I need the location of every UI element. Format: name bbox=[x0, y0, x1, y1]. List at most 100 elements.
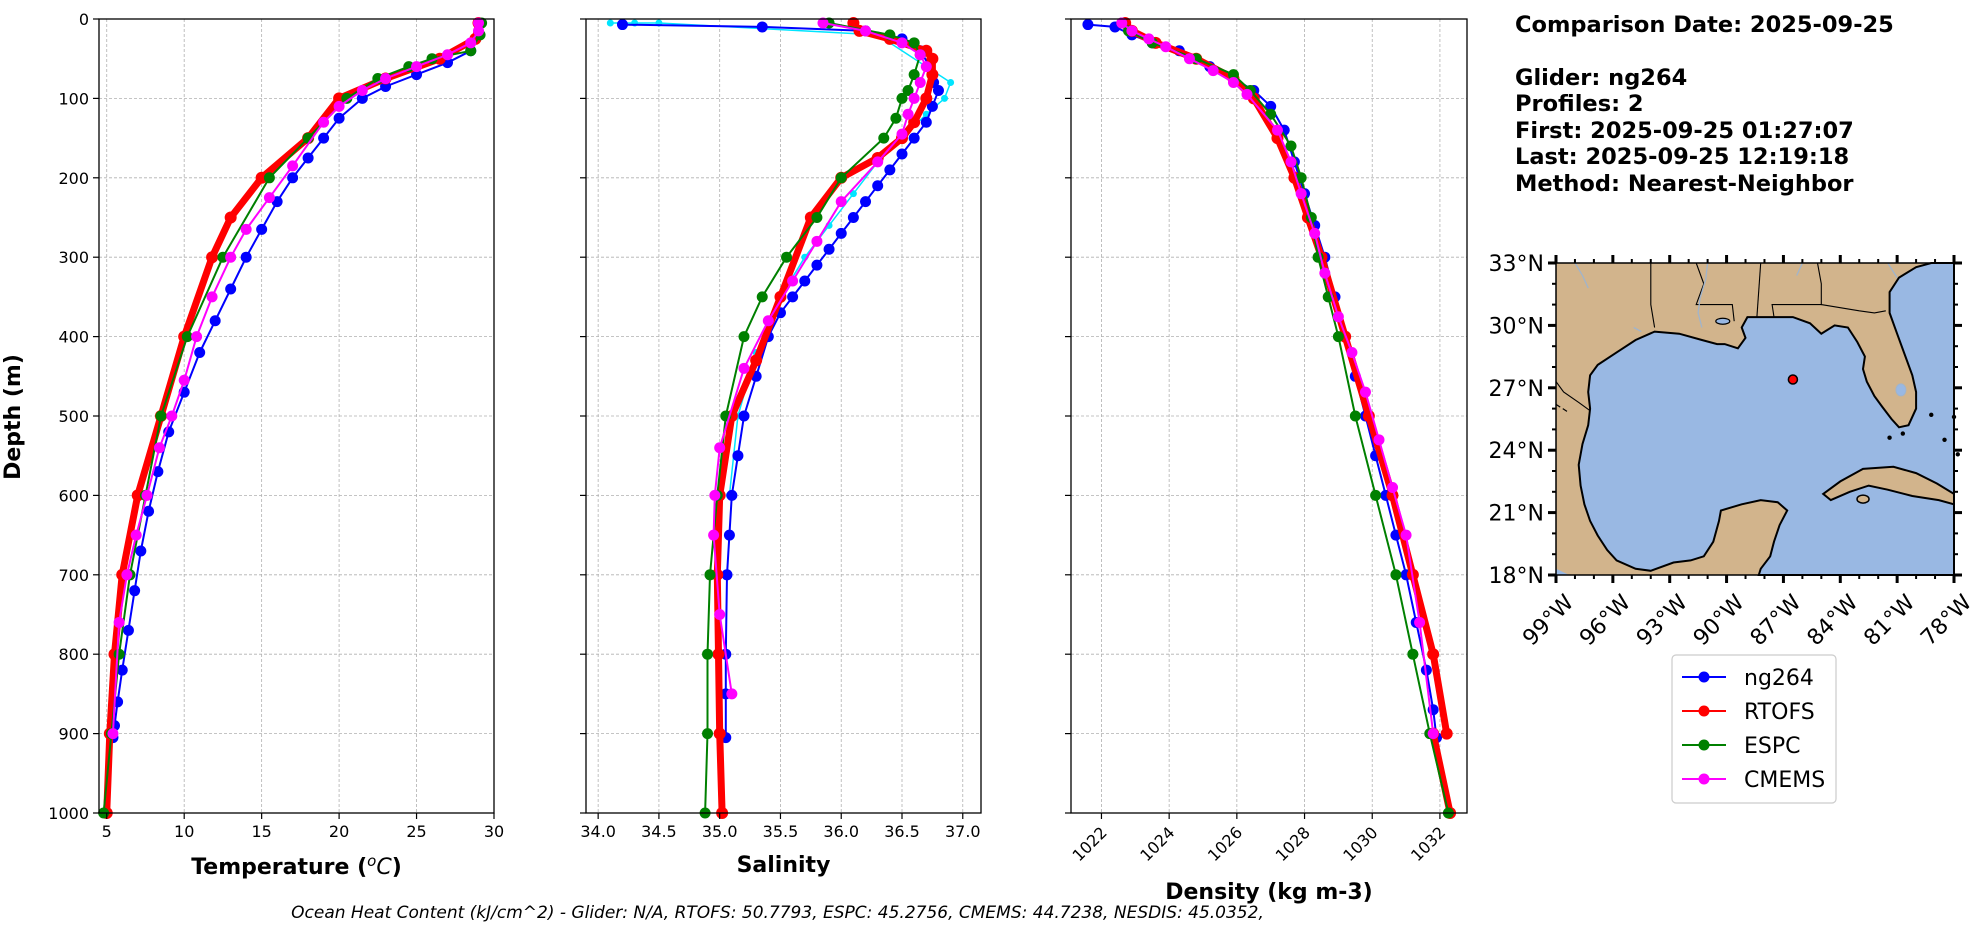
legend-marker-rtofs bbox=[1698, 705, 1710, 717]
data-point-espc bbox=[1285, 140, 1297, 152]
data-point-ng264 bbox=[616, 19, 628, 31]
data-point-ng264 bbox=[811, 259, 823, 271]
data-point-cmems bbox=[914, 49, 926, 61]
data-point-ng264-raw bbox=[606, 19, 614, 27]
island-speck bbox=[1955, 452, 1960, 457]
legend-marker-espc bbox=[1698, 739, 1710, 751]
data-point-cmems bbox=[860, 25, 872, 37]
pacific-water bbox=[1556, 568, 1570, 575]
data-point-cmems bbox=[411, 61, 423, 73]
data-point-cmems bbox=[708, 529, 720, 541]
x-tick-label: 1024 bbox=[1136, 823, 1178, 865]
y-tick-label: 500 bbox=[58, 407, 89, 426]
state-border bbox=[1756, 262, 1762, 318]
data-point-cmems bbox=[333, 100, 345, 112]
data-point-cmems bbox=[1427, 728, 1439, 740]
data-point-ng264 bbox=[256, 223, 268, 235]
data-point-rtofs bbox=[926, 68, 939, 81]
data-point-espc bbox=[1390, 569, 1402, 581]
island-speck bbox=[1942, 437, 1947, 442]
density-profile-plot: 1022 1024 1026 1028 1030 1032 Density (kg m-3) bbox=[1065, 16, 1468, 905]
data-point-rtofs bbox=[206, 251, 219, 264]
data-point-espc bbox=[341, 92, 353, 104]
data-point-ng264 bbox=[896, 148, 908, 160]
data-point-espc bbox=[1332, 331, 1344, 343]
data-point-espc bbox=[113, 648, 125, 660]
lake-okeechobee bbox=[1895, 383, 1907, 397]
comparison-method: Method: Nearest-Neighbor bbox=[1515, 170, 1854, 197]
data-point-cmems bbox=[709, 489, 721, 501]
data-point-rtofs bbox=[1427, 648, 1440, 661]
series-line-ng264 bbox=[111, 22, 480, 739]
data-point-espc bbox=[878, 132, 890, 144]
data-point-cmems bbox=[1207, 65, 1219, 77]
map-lon-label: 84°W bbox=[1803, 590, 1864, 651]
data-point-cmems bbox=[206, 291, 218, 303]
data-point-ng264 bbox=[194, 346, 206, 358]
data-point-espc bbox=[181, 331, 193, 343]
data-point-ng264 bbox=[799, 275, 811, 287]
data-point-cmems bbox=[1143, 33, 1155, 45]
map-lat-label: 33°N bbox=[1489, 252, 1544, 277]
data-point-cmems bbox=[1116, 17, 1128, 29]
data-point-cmems bbox=[1346, 346, 1358, 358]
legend-label-rtofs: RTOFS bbox=[1744, 700, 1815, 725]
data-point-cmems bbox=[1332, 311, 1344, 323]
data-point-ng264 bbox=[287, 172, 299, 184]
data-point-ng264 bbox=[835, 227, 847, 239]
data-point-ng264 bbox=[926, 100, 938, 112]
data-point-rtofs bbox=[224, 211, 237, 224]
data-point-cmems bbox=[121, 569, 133, 581]
x-tick-label: 35.0 bbox=[702, 822, 738, 841]
data-point-cmems bbox=[191, 331, 203, 343]
x-tick-label: 35.5 bbox=[763, 822, 799, 841]
x-tick-label: 1028 bbox=[1272, 823, 1314, 865]
data-point-espc bbox=[908, 37, 920, 49]
data-point-rtofs bbox=[333, 92, 346, 105]
map-lat-label: 27°N bbox=[1489, 377, 1544, 402]
data-point-ng264 bbox=[116, 664, 128, 676]
data-point-espc bbox=[738, 331, 750, 343]
data-point-rtofs bbox=[908, 116, 921, 129]
x-tick-label: 36.5 bbox=[884, 822, 920, 841]
y-tick-label: 100 bbox=[58, 89, 89, 108]
series-line-cmems bbox=[712, 22, 928, 695]
map-lat-label: 24°N bbox=[1489, 439, 1544, 464]
y-tick-label: 1000 bbox=[48, 804, 89, 823]
data-point-cmems bbox=[835, 196, 847, 208]
map-lon-label: 78°W bbox=[1916, 590, 1977, 651]
data-point-cmems bbox=[1414, 616, 1426, 628]
data-point-ng264 bbox=[787, 291, 799, 303]
data-point-ng264 bbox=[302, 152, 314, 164]
state-border bbox=[1650, 263, 1656, 328]
data-point-espc bbox=[835, 172, 847, 184]
data-point-rtofs bbox=[750, 354, 763, 367]
data-point-espc bbox=[465, 45, 477, 57]
data-point-rtofs bbox=[713, 727, 726, 740]
data-point-espc bbox=[1370, 489, 1382, 501]
data-point-cmems bbox=[896, 37, 908, 49]
data-point-cmems bbox=[914, 77, 926, 89]
data-point-espc bbox=[1295, 172, 1307, 184]
data-point-cmems bbox=[225, 251, 237, 263]
ocean-heat-content-footer: Ocean Heat Content (kJ/cm^2) - Glider: N… bbox=[291, 903, 1264, 923]
island-speck bbox=[1900, 431, 1906, 436]
map-lon-label: 93°W bbox=[1632, 590, 1693, 651]
data-point-cmems bbox=[473, 25, 485, 37]
series-line-ng264 bbox=[1086, 23, 1438, 739]
data-point-espc bbox=[1407, 648, 1419, 660]
data-point-cmems bbox=[1309, 227, 1321, 239]
x-tick-label: 1026 bbox=[1204, 823, 1246, 865]
data-point-cmems bbox=[896, 128, 908, 140]
last-profile-time: Last: 2025-09-25 12:19:18 bbox=[1515, 144, 1850, 170]
map-lon-label: 96°W bbox=[1575, 590, 1636, 651]
data-point-ng264 bbox=[908, 132, 920, 144]
data-point-cmems bbox=[107, 728, 119, 740]
state-border bbox=[1555, 381, 1591, 412]
x-tick-label: 30 bbox=[484, 822, 504, 841]
data-point-ng264 bbox=[860, 196, 872, 208]
data-point-cmems bbox=[714, 609, 726, 620]
data-point-ng264 bbox=[152, 466, 164, 478]
data-point-cmems bbox=[166, 410, 178, 422]
